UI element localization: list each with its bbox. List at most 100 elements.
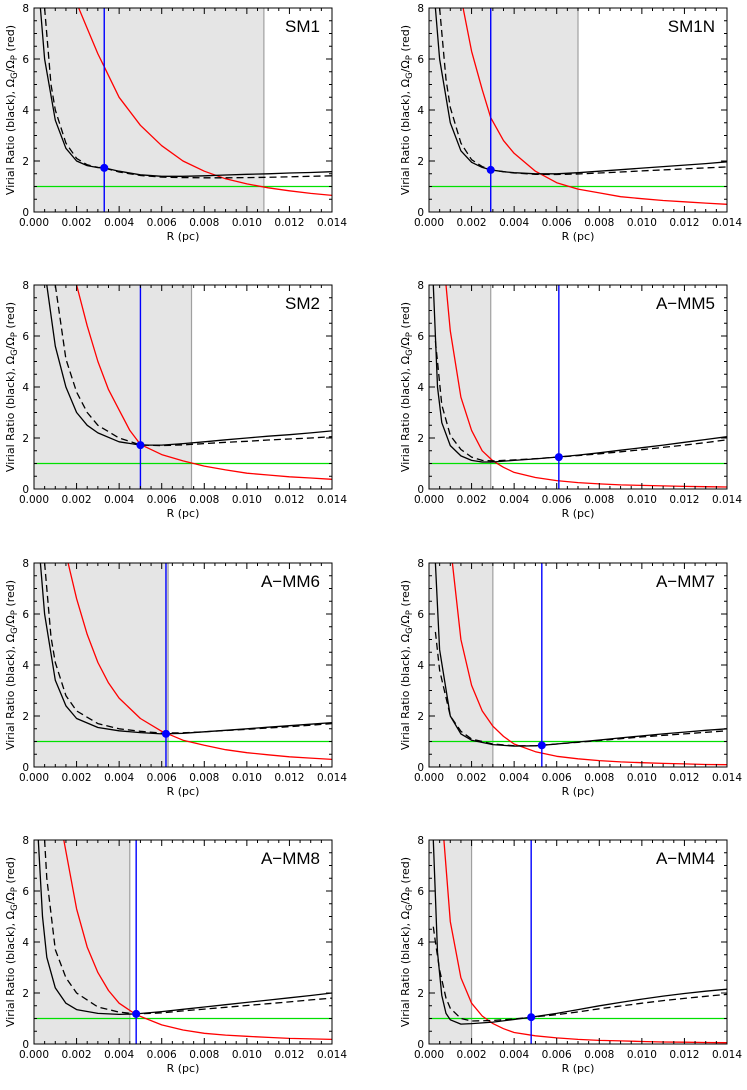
radius-marker-point xyxy=(136,441,145,450)
panel-a-mm7: 0.000 0.002 0.004 0.006 0.008 0.010 0.012 0.014… xyxy=(399,558,742,798)
y-axis-title-sub-g: G xyxy=(10,904,20,911)
y-tick-label: 6 xyxy=(417,331,424,343)
y-tick-label: 0 xyxy=(22,484,29,496)
plot-area xyxy=(429,285,727,489)
ratio-curve xyxy=(63,840,332,1041)
x-tick-label: 0.002 xyxy=(62,772,92,784)
x-tick-label: 0.000 xyxy=(19,494,49,506)
y-axis-title-prefix: Virial Ratio (black), Ω xyxy=(399,356,412,472)
x-tick-label: 0.008 xyxy=(584,494,614,506)
y-axis-title-sub-g: G xyxy=(405,349,415,356)
x-tick-label: 0.012 xyxy=(274,1049,304,1061)
radius-marker-point xyxy=(132,1009,141,1018)
plot-area xyxy=(34,8,332,212)
x-tick-label: 0.010 xyxy=(627,1049,657,1061)
y-tick-label: 4 xyxy=(417,937,424,949)
virial-curve-solid xyxy=(432,285,727,463)
shaded-region xyxy=(429,8,578,212)
x-tick-label: 0.010 xyxy=(232,772,262,784)
y-tick-label: 6 xyxy=(22,331,29,343)
y-axis-title-prefix: Virial Ratio (black), Ω xyxy=(399,634,412,750)
virial-curve-solid xyxy=(37,840,332,1016)
x-tick-label: 0.014 xyxy=(317,1049,347,1061)
x-tick-label: 0.008 xyxy=(584,1049,614,1061)
y-axis-title-sub-g: G xyxy=(405,72,415,79)
y-axis-title-sub-g: G xyxy=(10,72,20,79)
y-axis-title-sub-p: P xyxy=(10,610,20,615)
x-tick-label: 0.010 xyxy=(232,494,262,506)
y-axis-title-prefix: Virial Ratio (black), Ω xyxy=(4,79,17,195)
y-tick-label: 8 xyxy=(22,558,29,570)
x-tick-label: 0.000 xyxy=(19,1049,49,1061)
x-axis-title: R (pc) xyxy=(167,1062,200,1075)
y-axis-title-mid: /Ω xyxy=(4,60,17,72)
x-tick-label: 0.010 xyxy=(232,1049,262,1061)
panel-a-mm5: 0.000 0.002 0.004 0.006 0.008 0.010 0.012 0.014… xyxy=(399,280,742,520)
y-axis-title-suffix: (red) xyxy=(4,857,17,887)
x-tick-label: 0.008 xyxy=(584,217,614,229)
panel-label: SM1N xyxy=(668,17,715,36)
y-axis-title: Virial Ratio (black), ΩG/ΩP (red) xyxy=(4,25,20,195)
x-tick-label: 0.012 xyxy=(274,772,304,784)
radius-marker-point xyxy=(161,729,170,738)
x-axis-title: R (pc) xyxy=(562,507,595,520)
panel-label: SM2 xyxy=(285,294,320,313)
y-axis-title-suffix: (red) xyxy=(4,580,17,610)
radius-marker-point xyxy=(554,453,563,462)
virial-curve-dashed xyxy=(43,563,332,734)
x-tick-label: 0.014 xyxy=(712,217,742,229)
y-axis-title-prefix: Virial Ratio (black), Ω xyxy=(399,911,412,1027)
ratio-curve xyxy=(462,8,727,205)
x-tick-label: 0.014 xyxy=(317,772,347,784)
y-tick-label: 0 xyxy=(417,484,424,496)
x-tick-label: 0.012 xyxy=(274,494,304,506)
y-axis-title: Virial Ratio (black), ΩG/ΩP (red) xyxy=(399,580,415,750)
x-tick-label: 0.014 xyxy=(712,494,742,506)
ratio-curve xyxy=(445,285,727,488)
x-tick-label: 0.004 xyxy=(499,772,529,784)
x-tick-label: 0.008 xyxy=(189,494,219,506)
x-tick-label: 0.014 xyxy=(712,772,742,784)
ratio-curve xyxy=(443,840,727,1044)
plot-area xyxy=(34,285,332,489)
radius-marker-point xyxy=(527,1013,536,1022)
y-axis-title-mid: /Ω xyxy=(399,892,412,904)
y-axis-title-sub-g: G xyxy=(405,627,415,634)
virial-curve-solid xyxy=(434,8,727,175)
radius-marker-point xyxy=(537,741,546,750)
x-tick-label: 0.008 xyxy=(189,217,219,229)
panel-a-mm8: 0.000 0.002 0.004 0.006 0.008 0.010 0.012 0.014… xyxy=(4,835,347,1075)
x-tick-label: 0.000 xyxy=(414,1049,444,1061)
y-axis-title-suffix: (red) xyxy=(399,302,412,332)
ratio-curve xyxy=(78,8,332,197)
y-tick-label: 0 xyxy=(22,207,29,219)
y-tick-label: 0 xyxy=(22,1039,29,1051)
shaded-region xyxy=(429,840,472,1044)
plot-area xyxy=(34,563,332,767)
x-tick-label: 0.010 xyxy=(627,772,657,784)
y-tick-label: 0 xyxy=(22,762,29,774)
y-tick-label: 8 xyxy=(22,3,29,15)
y-tick-label: 8 xyxy=(417,3,424,15)
x-tick-label: 0.002 xyxy=(457,772,487,784)
radius-marker-point xyxy=(486,165,495,174)
y-tick-label: 4 xyxy=(22,382,29,394)
y-axis-title-suffix: (red) xyxy=(399,25,412,55)
x-axis-title: R (pc) xyxy=(167,785,200,798)
ratio-curve xyxy=(75,285,332,480)
y-axis-title-sub-g: G xyxy=(10,349,20,356)
y-axis-title-sub-p: P xyxy=(10,887,20,892)
y-tick-label: 4 xyxy=(417,660,424,672)
y-axis-title-suffix: (red) xyxy=(399,580,412,610)
y-axis-title: Virial Ratio (black), ΩG/ΩP (red) xyxy=(4,580,20,750)
x-tick-label: 0.006 xyxy=(542,217,572,229)
y-axis-title-mid: /Ω xyxy=(4,337,17,349)
y-axis-title-mid: /Ω xyxy=(4,892,17,904)
shaded-region xyxy=(34,840,130,1044)
x-tick-label: 0.000 xyxy=(19,217,49,229)
panel-sm1: 0.000 0.002 0.004 0.006 0.008 0.010 0.012 0.014… xyxy=(4,3,347,243)
y-axis-title-sub-g: G xyxy=(405,904,415,911)
y-axis-title-sub-g: G xyxy=(10,627,20,634)
panel-label: SM1 xyxy=(285,17,320,36)
virial-curve-solid xyxy=(39,8,332,177)
